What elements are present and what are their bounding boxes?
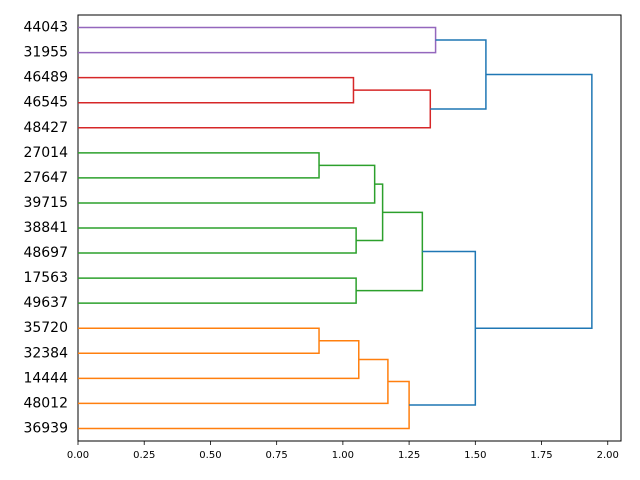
leaf-label: 32384 — [23, 345, 68, 361]
leaf-label: 31955 — [23, 45, 68, 61]
dendrogram-link — [430, 39, 487, 110]
leaf-label: 27014 — [23, 145, 68, 161]
leaf-label: 35720 — [23, 320, 68, 336]
leaf-label: 48697 — [23, 245, 68, 261]
leaf-label: 46545 — [23, 95, 68, 111]
dendrogram-links — [78, 26, 593, 430]
dendrogram-link — [78, 76, 355, 104]
x-tick-label: 1.00 — [332, 450, 354, 461]
x-tick-label: 2.00 — [597, 450, 619, 461]
x-tick-label: 0.25 — [133, 450, 155, 461]
x-axis: 0.00 0.25 0.50 0.75 1.00 1.25 1.50 1.75 2.00 — [67, 441, 619, 461]
dendrogram-link — [78, 26, 437, 54]
leaf-label: 49637 — [23, 295, 68, 311]
leaf-label: 17563 — [23, 270, 68, 286]
dendrogram-link — [78, 164, 376, 204]
leaf-label: 48427 — [23, 120, 68, 136]
x-tick-label: 1.75 — [530, 450, 552, 461]
leaf-label: 48012 — [23, 395, 68, 411]
x-tick-label: 1.50 — [464, 450, 486, 461]
leaf-label: 27647 — [23, 170, 68, 186]
leaf-label: 44043 — [23, 20, 68, 36]
leaf-label: 46489 — [23, 70, 68, 86]
leaf-label: 36939 — [23, 420, 68, 436]
x-tick-label: 1.25 — [398, 450, 420, 461]
x-tick-label: 0.00 — [67, 450, 89, 461]
leaf-label: 14444 — [23, 370, 68, 386]
dendrogram-link — [78, 152, 320, 179]
x-tick-label: 0.50 — [199, 450, 221, 461]
leaf-label: 39715 — [23, 195, 68, 211]
leaf-label: 38841 — [23, 220, 68, 236]
dendrogram-link — [475, 73, 593, 329]
dendrogram-link — [356, 211, 424, 292]
dendrogram-link — [409, 250, 477, 406]
leaf-labels: 44043 31955 46489 46545 48427 27014 27647 39715… — [23, 20, 68, 437]
x-tick-label: 0.75 — [266, 450, 288, 461]
dendrogram-link — [78, 327, 320, 355]
dendrogram-link — [78, 358, 389, 405]
